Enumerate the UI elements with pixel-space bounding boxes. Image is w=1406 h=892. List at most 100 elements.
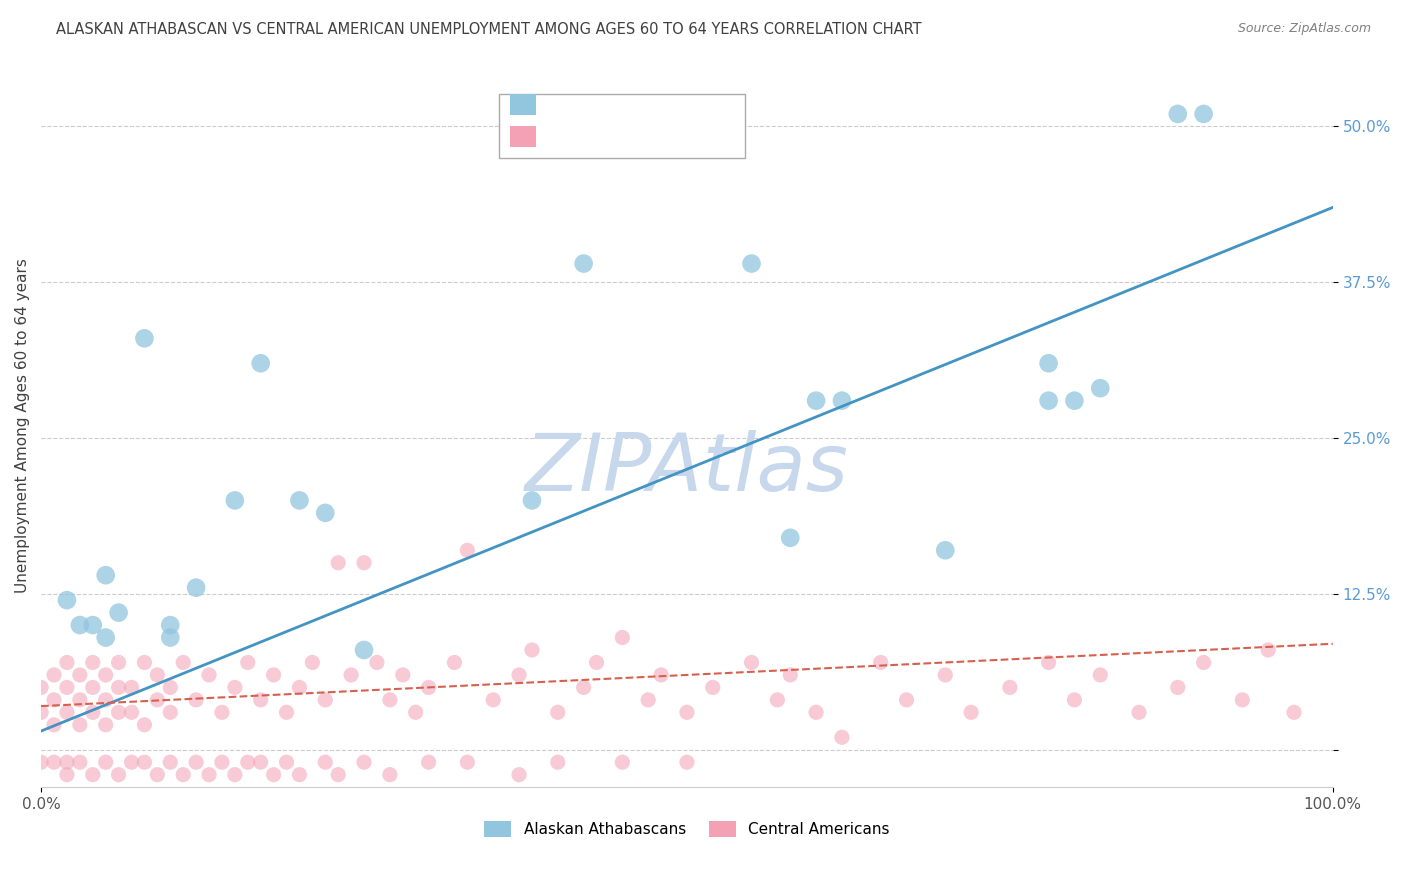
Point [69, 618, 91, 632]
Point [94, 668, 117, 682]
Point [263, 668, 285, 682]
Point [82, 681, 104, 695]
Point [276, 706, 298, 720]
Point [1128, 706, 1150, 720]
Point [94, 693, 117, 707]
Point [418, 755, 440, 769]
Point [56, 593, 79, 607]
Point [572, 681, 595, 695]
Point [121, 755, 143, 769]
Point [779, 531, 801, 545]
Point [637, 693, 659, 707]
Point [184, 581, 207, 595]
Point [831, 393, 853, 408]
Point [249, 693, 271, 707]
Point [288, 767, 311, 781]
Point [741, 656, 763, 670]
Point [405, 706, 427, 720]
Point [418, 681, 440, 695]
Point [42, 718, 65, 732]
Text: R = 0.123   N = 80: R = 0.123 N = 80 [544, 128, 714, 145]
Point [766, 693, 789, 707]
Point [391, 668, 413, 682]
Point [1232, 693, 1254, 707]
Point [56, 681, 79, 695]
Point [288, 493, 311, 508]
Point [547, 706, 569, 720]
Point [42, 755, 65, 769]
Point [172, 656, 194, 670]
Point [82, 618, 104, 632]
Point [314, 693, 336, 707]
Point [585, 656, 607, 670]
Point [94, 755, 117, 769]
Point [198, 767, 221, 781]
Point [146, 767, 169, 781]
Point [224, 767, 246, 781]
Point [366, 656, 388, 670]
Point [676, 755, 699, 769]
Point [30, 681, 52, 695]
Point [69, 755, 91, 769]
Point [1090, 668, 1112, 682]
Point [82, 656, 104, 670]
Point [121, 681, 143, 695]
Point [650, 668, 672, 682]
Point [276, 755, 298, 769]
Point [1038, 393, 1060, 408]
Point [443, 656, 465, 670]
Y-axis label: Unemployment Among Ages 60 to 64 years: Unemployment Among Ages 60 to 64 years [15, 258, 30, 593]
Point [353, 556, 375, 570]
Point [896, 693, 918, 707]
Point [1192, 656, 1215, 670]
Legend: Alaskan Athabascans, Central Americans: Alaskan Athabascans, Central Americans [477, 814, 897, 845]
Point [94, 568, 117, 582]
Point [612, 755, 634, 769]
Point [779, 668, 801, 682]
Point [676, 706, 699, 720]
Text: Source: ZipAtlas.com: Source: ZipAtlas.com [1237, 22, 1371, 36]
Point [353, 755, 375, 769]
Point [301, 656, 323, 670]
Point [82, 706, 104, 720]
Point [121, 706, 143, 720]
Point [159, 681, 181, 695]
Point [69, 718, 91, 732]
Point [236, 755, 259, 769]
Point [1257, 643, 1279, 657]
Text: R = 0.764   N = 28: R = 0.764 N = 28 [544, 95, 714, 113]
Point [328, 767, 350, 781]
Point [1192, 107, 1215, 121]
Point [236, 656, 259, 670]
Point [107, 767, 129, 781]
Point [288, 681, 311, 695]
Point [340, 668, 363, 682]
Point [42, 693, 65, 707]
Point [263, 767, 285, 781]
Point [56, 755, 79, 769]
Point [456, 755, 478, 769]
Point [56, 706, 79, 720]
Point [1282, 706, 1305, 720]
Point [159, 755, 181, 769]
Text: ALASKAN ATHABASCAN VS CENTRAL AMERICAN UNEMPLOYMENT AMONG AGES 60 TO 64 YEARS CO: ALASKAN ATHABASCAN VS CENTRAL AMERICAN U… [56, 22, 922, 37]
Point [211, 706, 233, 720]
Point [831, 731, 853, 745]
Point [159, 631, 181, 645]
Point [1038, 356, 1060, 370]
Point [934, 543, 956, 558]
Point [378, 693, 401, 707]
Point [146, 693, 169, 707]
Point [1090, 381, 1112, 395]
Point [184, 755, 207, 769]
Point [107, 656, 129, 670]
Point [572, 256, 595, 270]
Point [482, 693, 505, 707]
Point [172, 767, 194, 781]
Point [159, 706, 181, 720]
Point [547, 755, 569, 769]
Point [42, 668, 65, 682]
Point [520, 493, 543, 508]
Point [211, 755, 233, 769]
Point [249, 755, 271, 769]
